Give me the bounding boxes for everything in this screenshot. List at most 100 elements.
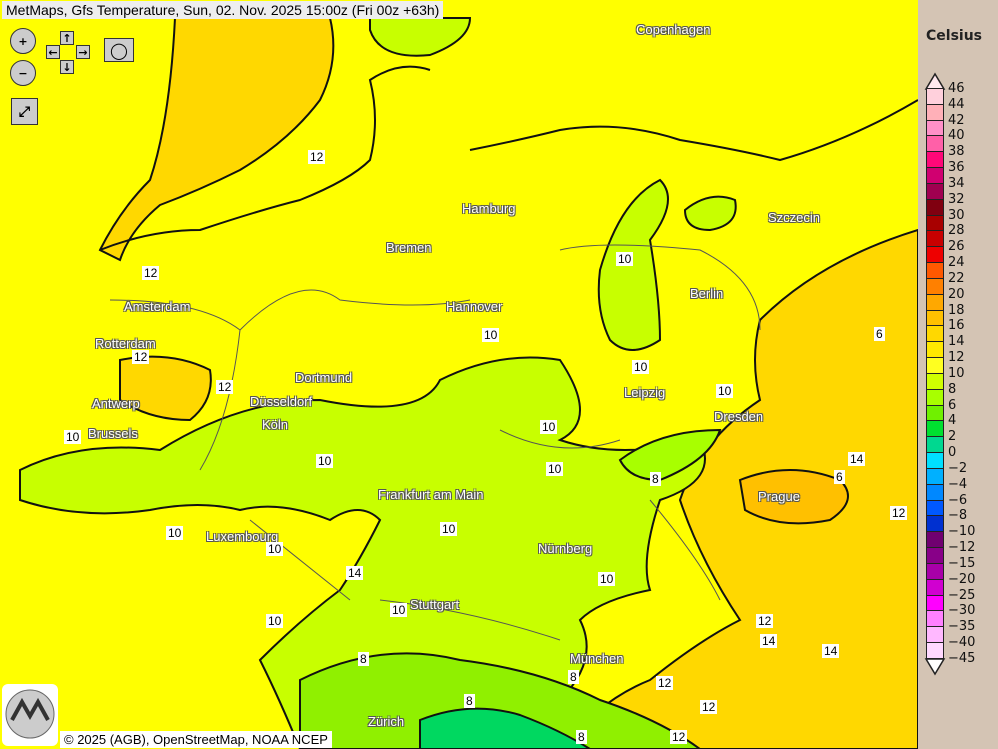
contour-label: 12 (216, 380, 234, 394)
city-label: Dortmund (295, 370, 353, 385)
legend-swatch (926, 214, 944, 232)
cool-region-central (19, 356, 706, 749)
city-label: Hamburg (462, 201, 516, 216)
contour-label: 10 (632, 360, 650, 374)
city-label: Düsseldorf (250, 394, 313, 409)
city-label: Luxembourg (206, 529, 279, 544)
warm-region-east (558, 228, 918, 749)
city-label: München (570, 651, 624, 666)
legend-swatch (926, 562, 944, 580)
legend-swatch (926, 167, 944, 184)
legend-label: 24 (948, 255, 965, 271)
legend-swatch (926, 135, 944, 153)
legend-label: −4 (948, 476, 968, 492)
camera-icon[interactable]: ◯ (104, 38, 134, 62)
contour-label: 10 (266, 542, 284, 556)
contour-label: 12 (670, 730, 688, 744)
pan-right-button[interactable]: → (76, 45, 90, 59)
legend-label: −6 (948, 492, 968, 508)
legend-label: −35 (948, 619, 976, 635)
attribution: © 2025 (AGB), OpenStreetMap, NOAA NCEP (60, 731, 332, 748)
city-label: Brussels (88, 426, 138, 441)
contour-label: 10 (166, 526, 184, 540)
warm-region-belgium (119, 355, 212, 422)
legend-swatch (926, 531, 944, 549)
legend-swatch (926, 515, 944, 533)
contour-label: 12 (132, 350, 150, 364)
legend-swatch (926, 198, 944, 216)
contour-label: 12 (656, 676, 674, 690)
legend-swatch (926, 357, 944, 374)
legend-swatch (926, 88, 944, 105)
contour-label: 10 (546, 462, 564, 476)
legend-swatch (926, 293, 944, 311)
legend-label: −25 (948, 587, 976, 603)
legend-label: −12 (948, 540, 976, 556)
legend-label: 2 (948, 429, 957, 445)
legend-swatch (926, 388, 944, 406)
pan-down-button[interactable]: ↓ (60, 60, 74, 74)
city-label: Nürnberg (538, 541, 593, 556)
legend-label: 28 (948, 223, 965, 239)
contour-label: 14 (822, 644, 840, 658)
contour-label: 12 (890, 506, 908, 520)
contour-label: 10 (316, 454, 334, 468)
legend-swatch (926, 262, 944, 279)
legend-label: 34 (948, 175, 965, 191)
warm-region-north-sea (98, 17, 335, 262)
legend-swatch (926, 420, 944, 438)
city-label: Antwerp (92, 396, 140, 411)
zoom-in-icon[interactable]: + (10, 28, 36, 54)
city-label: Dresden (714, 409, 764, 424)
temperature-map[interactable]: MetMaps, Gfs Temperature, Sun, 02. Nov. … (0, 0, 918, 749)
legend-swatch (926, 325, 944, 343)
legend-swatch (926, 452, 944, 469)
legend-swatch (926, 499, 944, 517)
legend-label: 12 (948, 350, 965, 366)
legend-label: 14 (948, 334, 965, 350)
contour-label: 12 (308, 150, 326, 164)
city-label: Frankfurt am Main (378, 487, 484, 502)
legend-swatch (926, 594, 944, 612)
zoom-out-icon[interactable]: − (10, 60, 36, 86)
legend-swatch (926, 119, 944, 137)
legend-swatch (926, 483, 944, 501)
city-label: Leipzig (624, 385, 666, 400)
coastline (99, 65, 918, 251)
legend-label: 46 (948, 81, 965, 96)
city-label: Stuttgart (410, 597, 460, 612)
contour-label: 10 (616, 252, 634, 266)
legend-label: −30 (948, 603, 976, 619)
contour-label: 10 (64, 430, 82, 444)
pan-left-button[interactable]: ← (46, 45, 60, 59)
legend-swatch (926, 436, 944, 454)
legend-label: 32 (948, 191, 965, 207)
contour-label: 14 (346, 566, 364, 580)
legend-label: 20 (948, 286, 965, 302)
legend-label: 16 (948, 318, 965, 334)
city-label: Amsterdam (124, 299, 191, 314)
legend-label: 42 (948, 112, 965, 128)
contour-label: 10 (598, 572, 616, 586)
legend-label: 36 (948, 160, 965, 176)
legend-label: 18 (948, 302, 965, 318)
fullscreen-icon[interactable]: ⤢ (11, 98, 38, 125)
contour-label: 8 (358, 652, 369, 666)
contour-label: 8 (650, 472, 661, 486)
contour-label: 10 (482, 328, 500, 342)
cool-region-saxony (618, 428, 722, 482)
cool-region-south (299, 652, 702, 749)
legend-label: 22 (948, 270, 965, 286)
legend-swatch (926, 341, 944, 359)
legend-bottom-arrow (924, 658, 946, 676)
pan-up-button[interactable]: ↑ (60, 31, 74, 45)
legend-swatch (926, 547, 944, 564)
contour-label: 10 (266, 614, 284, 628)
legend-swatch (926, 404, 944, 422)
legend-label: 10 (948, 365, 965, 381)
legend-label: 8 (948, 381, 957, 397)
temperature-legend: Celsius 46 44 42 40 38 36 34 32 30 28 26 24 22 20 18 16… (918, 0, 998, 749)
city-label: Rotterdam (95, 336, 156, 351)
temperature-field (19, 17, 918, 749)
contour-label: 6 (874, 327, 885, 341)
